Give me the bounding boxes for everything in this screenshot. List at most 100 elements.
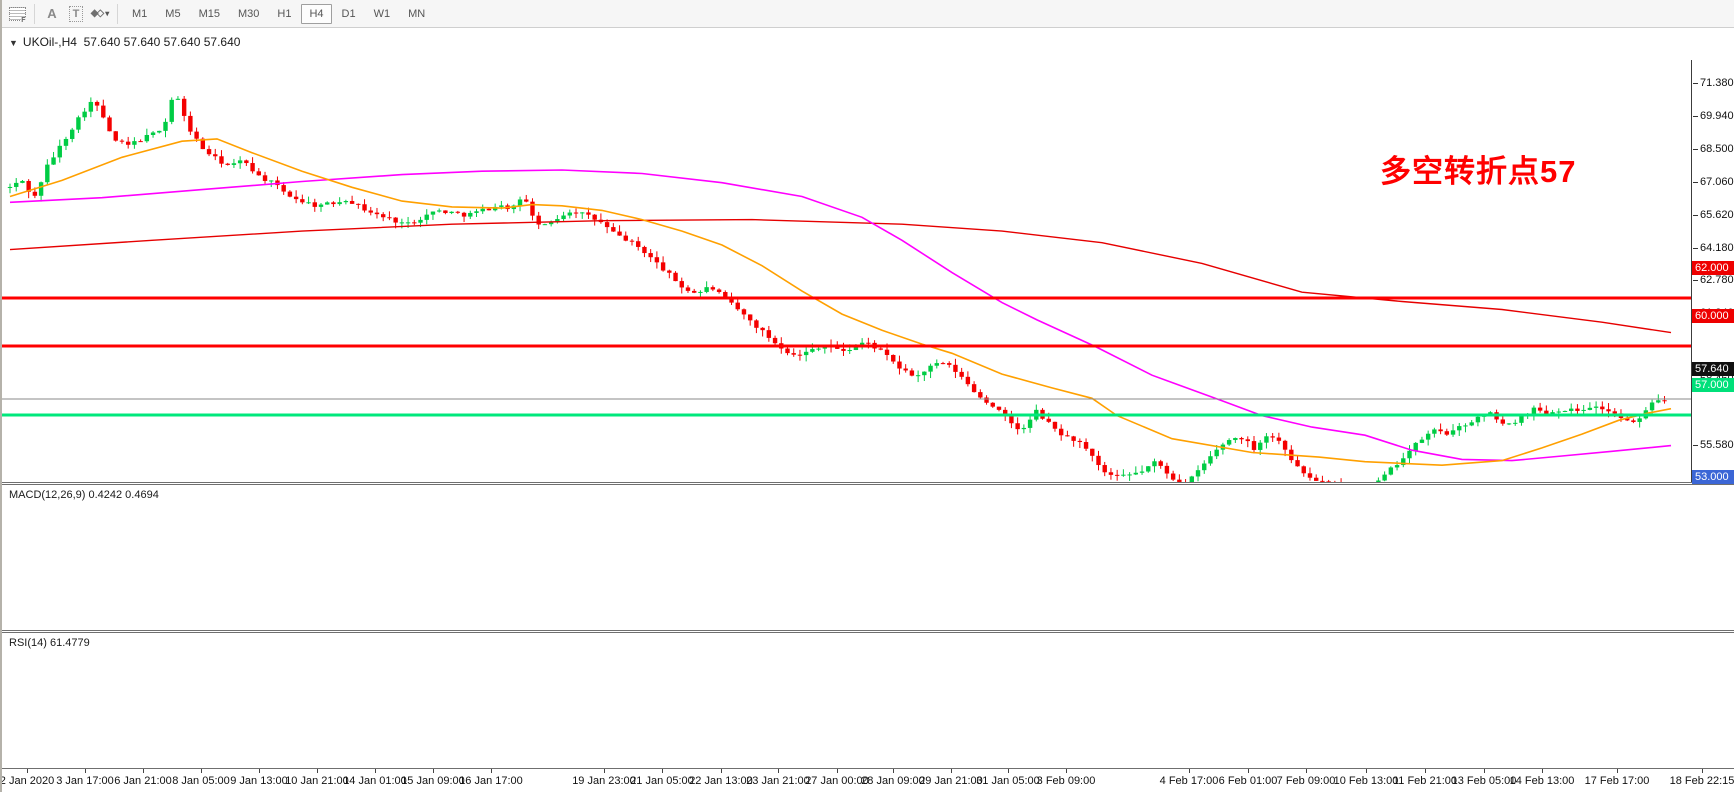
time-tick-label: 14 Jan 01:00 [343,775,407,787]
time-tick-label: 9 Jan 13:00 [230,775,288,787]
timeframe-button-group: M1 M5 M15 M30 H1 H4 D1 W1 MN [123,3,434,24]
time-tick [433,769,434,773]
price-chart-plot[interactable] [2,60,1691,512]
time-tick [1542,769,1543,773]
time-tick [1366,769,1367,773]
time-axis[interactable]: 2 Jan 2020 3 Jan 17:00 6 Jan 21:00 8 Jan 05… [2,768,1734,792]
time-tick [604,769,605,773]
time-tick [662,769,663,773]
time-tick [201,769,202,773]
price-badge: 57.640 [1692,362,1734,376]
time-tick-label: 10 Jan 21:00 [285,775,349,787]
objects-tool-button[interactable]: ◆◇ ▾ [89,3,111,25]
panel-separator[interactable] [2,630,1734,633]
timeframe-button-d1[interactable]: D1 [341,7,356,20]
ohlc-values: 57.640 57.640 57.640 57.640 [83,35,241,49]
timeframe-button-m30[interactable]: M30 [237,7,260,20]
time-tick [1248,769,1249,773]
time-tick [85,769,86,773]
time-tick [1484,769,1485,773]
time-tick-label: 14 Feb 13:00 [1509,775,1575,787]
chevron-down-icon[interactable]: ▾ [105,9,110,18]
time-tick-label: 6 Feb 01:00 [1218,775,1278,787]
time-tick-label: 3 Feb 09:00 [1036,775,1096,787]
timeframe-button-mn[interactable]: MN [408,7,426,20]
macd-label: MACD(12,26,9) 0.4242 0.4694 [9,489,159,501]
objects-icon: ◆◇ [90,8,104,19]
toolbar-separator [117,3,118,24]
time-tick-label: 19 Jan 23:00 [572,775,636,787]
price-tick-label: 55.580 [1693,439,1734,451]
main-chart-panel: 71.380 69.940 68.500 67.060 65.620 64.180 62.7… [2,30,1734,514]
time-tick [1008,769,1009,773]
time-tick [721,769,722,773]
time-tick [778,769,779,773]
toolbar-separator [34,3,35,24]
chart-title: ▼ UKOil-,H4 57.640 57.640 57.640 57.640 [9,35,240,49]
time-tick-label: 6 Jan 21:00 [114,775,172,787]
time-tick [317,769,318,773]
time-tick-label: 18 Feb 22:15 [1669,775,1734,787]
chart-annotation-text: 多空转折点57 [1380,154,1577,189]
symbol-name: UKOil-,H4 [22,35,77,49]
time-tick [1306,769,1307,773]
time-tick-label: 10 Feb 13:00 [1333,775,1399,787]
price-tick-label: 65.620 [1693,209,1734,221]
time-tick-label: 29 Jan 21:00 [919,775,983,787]
price-axis: 71.380 69.940 68.500 67.060 65.620 64.180 62.7… [1692,60,1734,514]
grid-icon: F [8,6,26,24]
macd-panel: 0.97260.00-1.3969 [2,485,1734,630]
toolbar: F A T ◆◇ ▾ M1 M5 M15 M30 H1 H4 D1 W1 MN [2,0,1734,28]
rsi-panel: 10070300 [2,633,1734,768]
time-tick-label: 22 Jan 13:00 [689,775,753,787]
timeframe-button-m15[interactable]: M15 [198,7,220,20]
time-tick-label: 4 Feb 17:00 [1159,775,1219,787]
time-tick-label: 2 Jan 2020 [0,775,55,787]
panel-separator[interactable] [2,482,1734,485]
time-tick-label: 23 Jan 21:00 [746,775,810,787]
time-tick [951,769,952,773]
price-tick-label: 67.060 [1693,176,1734,188]
time-tick-label: 13 Feb 05:00 [1451,775,1517,787]
time-tick-label: 11 Feb 21:00 [1392,775,1458,787]
time-tick-label: 8 Jan 05:00 [172,775,230,787]
timeframe-button-w1[interactable]: W1 [373,7,391,20]
time-tick-label: 17 Feb 17:00 [1584,775,1650,787]
rsi-label: RSI(14) 61.4779 [9,637,90,649]
triangle-down-icon: ▼ [9,38,18,48]
price-tick-label: 62.780 [1693,274,1734,286]
timeframe-button-h4[interactable]: H4 [301,3,332,24]
price-tick-label: 64.180 [1693,242,1734,254]
time-tick [1066,769,1067,773]
time-tick-label: 31 Jan 05:00 [976,775,1040,787]
price-axis-line [1691,60,1692,512]
time-tick-label: 27 Jan 00:00 [805,775,869,787]
price-badge: 57.000 [1692,378,1734,392]
price-badge: 53.000 [1692,470,1734,484]
time-tick [259,769,260,773]
time-tick [491,769,492,773]
timeframe-button-m5[interactable]: M5 [165,7,181,20]
price-tick-label: 68.500 [1693,143,1734,155]
price-badge: 62.000 [1692,261,1734,275]
time-tick-label: 3 Jan 17:00 [56,775,114,787]
time-tick [1702,769,1703,773]
timeframe-button-m1[interactable]: M1 [132,7,148,20]
grid-template-icon[interactable]: F [6,3,28,25]
time-tick [143,769,144,773]
time-tick [893,769,894,773]
cursor-tool-button[interactable]: A [47,6,57,21]
text-label-tool-button[interactable]: T [65,3,87,25]
time-tick-label: 16 Jan 17:00 [459,775,523,787]
time-tick [1617,769,1618,773]
time-tick-label: 7 Feb 09:00 [1276,775,1336,787]
time-tick-label: 15 Jan 09:00 [401,775,465,787]
price-tick-label: 71.380 [1693,77,1734,89]
price-badge: 60.000 [1692,309,1734,323]
time-tick [1425,769,1426,773]
time-tick [1189,769,1190,773]
timeframe-button-h1[interactable]: H1 [277,7,292,20]
time-tick [375,769,376,773]
time-tick-label: 21 Jan 05:00 [630,775,694,787]
